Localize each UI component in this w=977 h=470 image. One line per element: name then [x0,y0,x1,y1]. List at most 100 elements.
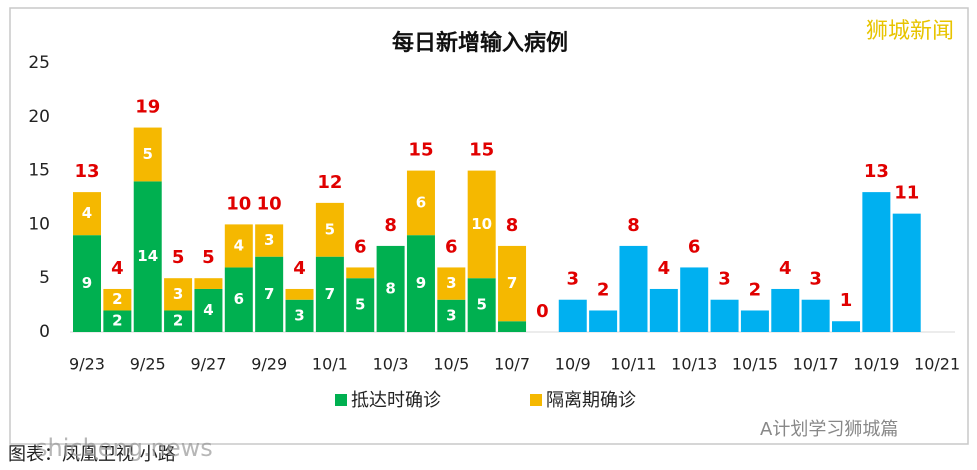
segment-label: 7 [264,285,274,303]
bar-segment [892,213,921,332]
bar-segment [255,256,284,332]
segment-label: 10 [471,215,492,233]
segment-label: 3 [294,306,304,324]
bar-segment [285,288,314,300]
x-tick-label: 9/25 [130,355,166,374]
segment-label: 2 [112,290,122,308]
bar-segment [437,267,466,300]
x-tick-label: 10/3 [373,355,409,374]
total-label: 6 [445,236,458,257]
bar-segment [103,288,132,311]
total-label: 4 [779,258,792,279]
bar-segment [164,310,193,332]
bar-segment [498,245,527,322]
segment-label: 6 [416,193,426,211]
bar-segment [194,288,223,332]
segment-label: 5 [476,296,486,314]
bar-segment [224,224,253,268]
legend-swatch [530,394,542,406]
bar-segment [589,310,618,332]
total-label: 4 [111,258,124,279]
segment-label: 3 [446,306,456,324]
bar-segment [73,235,101,332]
legend-label: 抵达时确诊 [351,390,441,411]
x-tick-label: 9/23 [69,355,105,374]
x-tick-label: 10/1 [312,355,348,374]
x-tick-label: 10/11 [610,355,656,374]
total-label: 3 [566,269,579,290]
bar-segment [224,267,253,332]
bar-segment [832,321,860,332]
total-label: 6 [688,236,701,257]
segment-label: 3 [264,231,274,249]
watermark: 狮城新闻 [866,19,954,44]
bar-segment [133,181,162,332]
total-label: 3 [718,269,731,290]
x-tick-label: 10/21 [914,355,960,374]
x-tick-label: 10/19 [853,355,899,374]
total-label: 11 [894,183,919,204]
bar-segment [437,299,466,332]
total-label: 8 [627,215,640,236]
bar-segment [710,299,739,332]
x-tick-label: 9/29 [251,355,287,374]
total-label: 10 [257,193,282,214]
total-label: 19 [135,97,160,118]
segment-label: 4 [203,301,213,319]
bar-segment [103,310,132,332]
total-label: 12 [317,172,342,193]
bar-segment [406,170,435,236]
y-tick-label: 25 [28,53,50,73]
total-label: 10 [226,193,251,214]
segment-label: 6 [234,290,244,308]
total-label: 15 [408,140,433,161]
bar-segment [619,245,648,332]
y-tick-label: 15 [28,161,50,181]
total-label: 1 [840,290,853,311]
account-name: A计划学习狮城篇 [760,419,898,440]
segment-label: 9 [416,274,426,292]
bar-segment [740,310,769,332]
total-label: 5 [172,247,185,268]
segment-label: 2 [173,312,183,330]
total-label: 8 [384,215,397,236]
overlay-watermark: shicheng.news [35,434,213,462]
bar-segment [467,278,496,332]
bar-segment [498,321,527,332]
bar-segment [801,299,830,332]
segment-label: 14 [137,247,158,265]
segment-label: 9 [82,274,92,292]
segment-label: 2 [112,312,122,330]
bar-segment [680,267,709,332]
legend-label: 隔离期确诊 [546,390,636,411]
x-tick-label: 10/5 [433,355,469,374]
segment-label: 5 [355,296,365,314]
y-tick-label: 10 [28,214,50,234]
bar-segment [315,256,344,332]
total-label: 4 [658,258,671,279]
bar-segment [73,192,101,236]
total-label: 5 [202,247,215,268]
bar-segment [133,127,162,182]
bar-segment [346,267,375,279]
bar-segment [406,235,435,332]
bar-segment [315,202,344,257]
legend-swatch [335,394,347,406]
x-tick-label: 9/27 [190,355,226,374]
bar-segment [862,192,891,332]
total-label: 3 [809,269,822,290]
bar-segment [346,278,375,332]
x-tick-label: 10/15 [732,355,778,374]
bar-segment [255,224,284,257]
segment-label: 4 [234,236,244,254]
y-tick-label: 20 [28,107,50,127]
total-label: 13 [864,161,889,182]
bar-segment [376,245,405,332]
x-tick-label: 10/7 [494,355,530,374]
total-label: 0 [536,301,549,322]
bar-segment [164,278,193,311]
total-label: 2 [749,279,762,300]
bar-segment [558,299,587,332]
segment-label: 7 [325,285,335,303]
